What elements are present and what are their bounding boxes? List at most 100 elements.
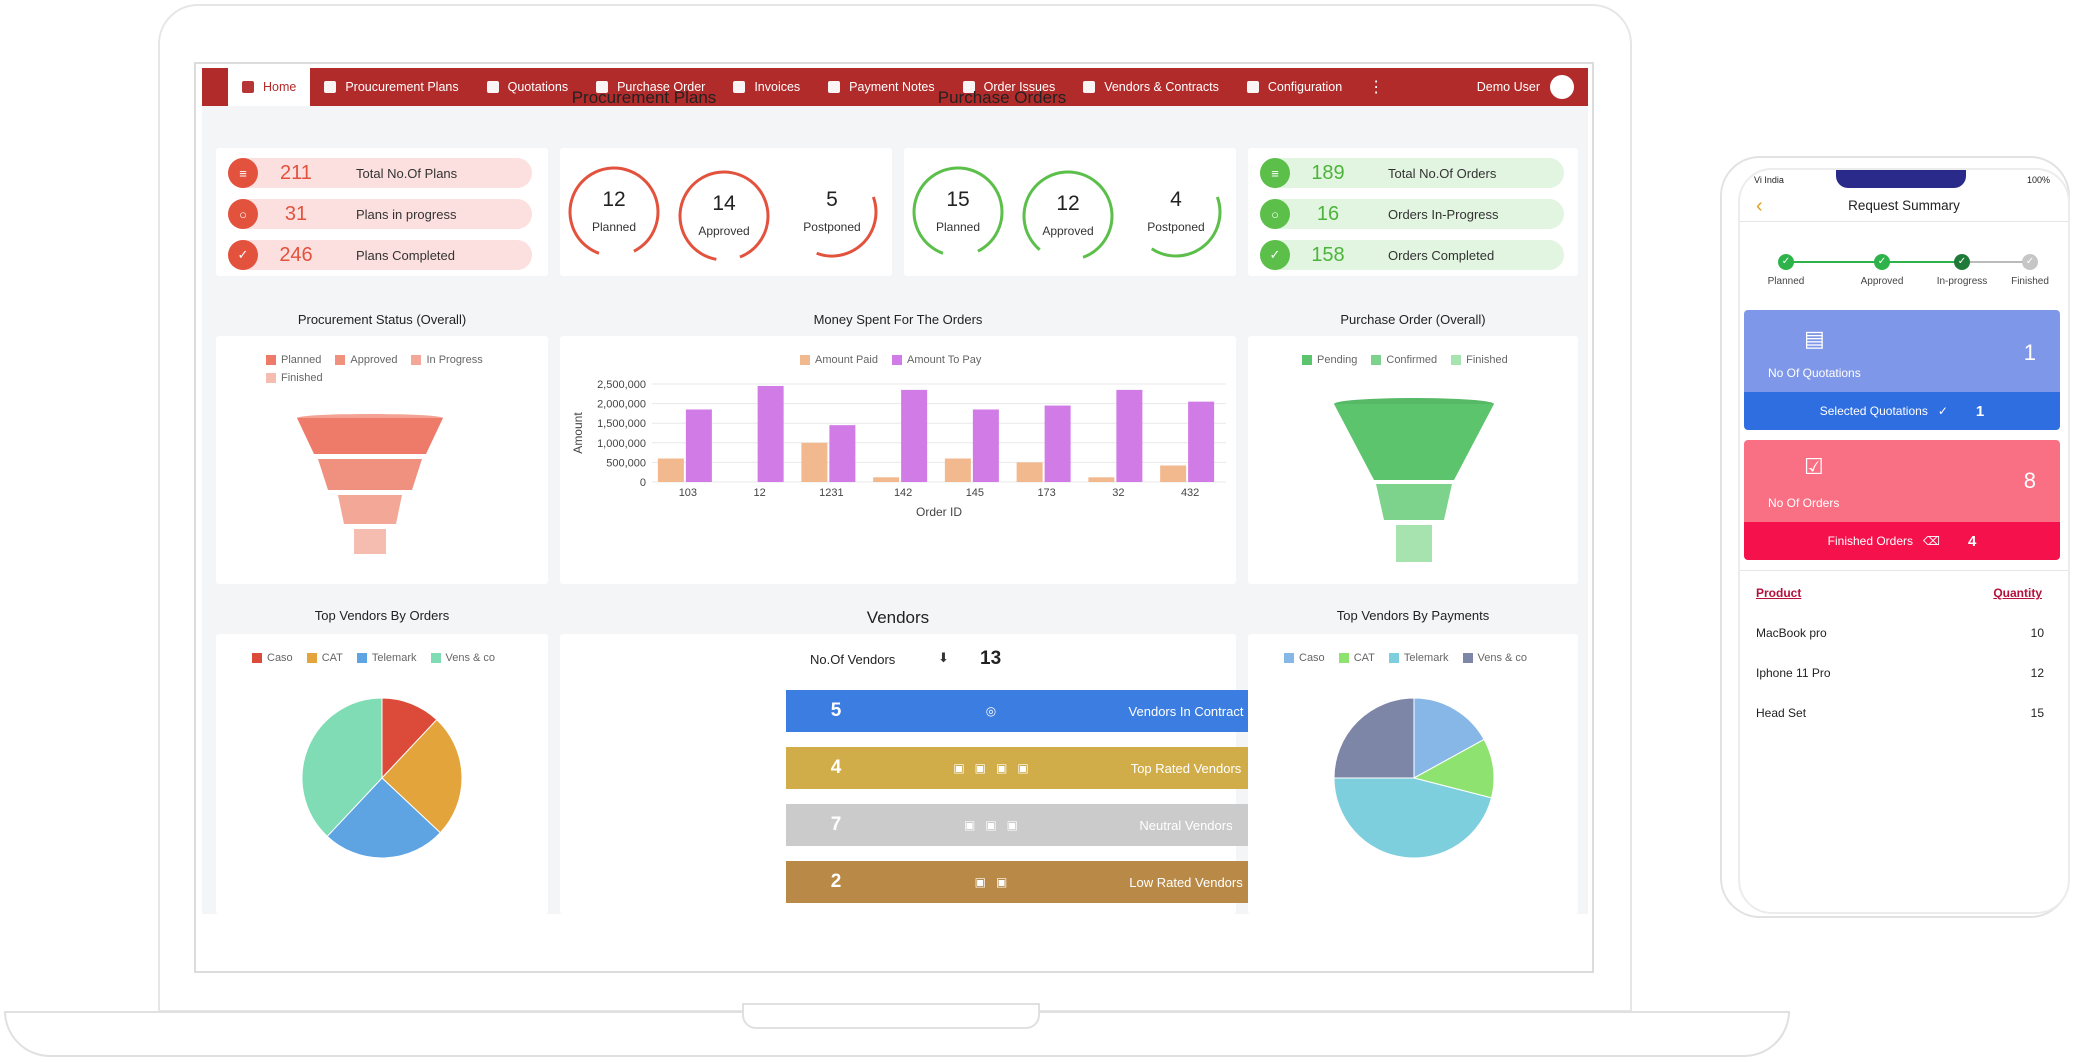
legend-item[interactable]: Caso — [252, 652, 293, 664]
nav-label: Quotations — [507, 80, 569, 94]
bar-amount-to-pay[interactable] — [757, 385, 784, 482]
table-row[interactable]: MacBook pro 10 — [1756, 626, 2044, 640]
nav-configuration[interactable]: Configuration — [1233, 68, 1356, 106]
pie-slice-caso[interactable] — [1413, 697, 1485, 779]
vendors-orders-legend: Caso CAT Telemark Vens & co — [252, 652, 495, 664]
kpi-total-plans: ≡ 211 Total No.Of Plans — [228, 158, 532, 188]
legend-label: Caso — [1299, 652, 1325, 664]
ring-label: Planned — [591, 220, 637, 234]
bar-amount-paid[interactable] — [657, 458, 684, 482]
bar-amount-to-pay[interactable] — [1188, 401, 1215, 482]
legend-item[interactable]: Finished — [1451, 354, 1508, 366]
pie-slice-caso[interactable] — [381, 697, 438, 780]
legend-item[interactable]: Vens & co — [430, 652, 495, 664]
pie-slice-telemark[interactable] — [1333, 777, 1493, 859]
bar-amount-to-pay[interactable] — [685, 409, 712, 482]
nav-quotations[interactable]: Quotations — [473, 68, 582, 106]
ring-label: Postponed — [1147, 220, 1205, 234]
orders-card[interactable]: ☑ No Of Orders 8 Finished Orders ⌫ 4 — [1744, 440, 2060, 560]
vendor-row-label: Top Rated Vendors — [1130, 760, 1242, 776]
step-label: Approved — [1860, 276, 1904, 287]
legend-item[interactable]: Vens & co — [1462, 652, 1527, 664]
more-menu-icon[interactable]: ⋮ — [1368, 79, 1385, 96]
legend-item[interactable]: CAT — [1338, 652, 1375, 664]
table-row[interactable]: Iphone 11 Pro 12 — [1756, 666, 2044, 680]
legend-item[interactable]: Confirmed — [1371, 354, 1437, 366]
quotations-card[interactable]: ▤ No Of Quotations 1 Selected Quotations… — [1744, 310, 2060, 430]
funnel-segment-pending[interactable] — [1334, 404, 1494, 480]
finished-orders-bar[interactable]: Finished Orders ⌫ 4 — [1744, 522, 2060, 560]
money-spent-title: Money Spent For The Orders — [813, 312, 983, 327]
pie-slice-vens-co[interactable] — [1333, 697, 1415, 779]
legend-item[interactable]: Caso — [1284, 652, 1325, 664]
bar-amount-paid[interactable] — [1088, 477, 1115, 482]
quotation-icon: ▤ — [1804, 326, 1825, 351]
legend-label: Amount Paid — [815, 354, 878, 366]
legend-item[interactable]: Amount Paid — [800, 354, 878, 366]
product-header[interactable]: Product — [1756, 586, 1802, 600]
user-menu[interactable]: Demo User — [1477, 68, 1574, 106]
legend-item[interactable]: Planned — [266, 354, 321, 366]
legend-item[interactable]: Pending — [1302, 354, 1357, 366]
nav-home[interactable]: Home — [228, 68, 311, 106]
pie-slice-cat[interactable] — [381, 718, 463, 834]
funnel-segment-planned[interactable] — [297, 418, 443, 454]
legend-item[interactable]: Approved — [335, 354, 397, 366]
nav-vendors-contracts[interactable]: Vendors & Contracts — [1069, 68, 1233, 106]
funnel-segment-confirmed[interactable] — [1376, 484, 1452, 520]
pie-slice-telemark[interactable] — [326, 777, 442, 859]
kpi-value: 31 — [284, 202, 308, 225]
bar-amount-to-pay[interactable] — [829, 425, 856, 482]
back-arrow-icon[interactable]: ‹ — [1756, 195, 1763, 217]
pie-slice-cat[interactable] — [1412, 738, 1495, 799]
ring-planned: 15 Planned — [910, 164, 1006, 260]
bar-amount-paid[interactable] — [944, 458, 971, 482]
vendor-count-value: 13 — [980, 648, 1002, 669]
pie-slice-vens-co[interactable] — [301, 697, 383, 838]
legend-item[interactable]: Telemark — [1388, 652, 1449, 664]
nav-order-issues[interactable]: Order Issues — [949, 68, 1070, 106]
nav-procurement-plans[interactable]: Proucurement Plans — [310, 68, 472, 106]
legend-item[interactable]: Telemark — [356, 652, 417, 664]
funnel-segment-in-progress[interactable] — [338, 495, 402, 524]
bar-amount-paid[interactable] — [801, 442, 828, 482]
kpi-value: 158 — [1311, 243, 1345, 266]
legend-item[interactable]: Finished — [266, 372, 323, 384]
bar-amount-to-pay[interactable] — [1044, 405, 1071, 482]
quantity-header[interactable]: Quantity — [1993, 586, 2042, 600]
phone-status-bar: Vi India 100% — [1740, 170, 2068, 190]
bar-amount-paid[interactable] — [1016, 462, 1043, 482]
bar-amount-paid[interactable] — [1160, 465, 1187, 482]
bar-amount-to-pay[interactable] — [1116, 389, 1143, 482]
vendors-payments-card: Caso CAT Telemark Vens & co — [1248, 634, 1578, 914]
nav-purchase-order[interactable]: Purchase Order — [582, 68, 719, 106]
legend-swatch — [335, 355, 346, 365]
step-check-icon: ✓ — [1778, 254, 1794, 270]
funnel-segment-finished[interactable] — [354, 529, 386, 554]
procurement-status-title: Procurement Status (Overall) — [297, 312, 467, 327]
bar-amount-paid[interactable] — [873, 477, 900, 482]
nav-label: Purchase Order — [617, 80, 706, 94]
vendor-row-value: 7 — [830, 814, 842, 835]
money-chart-legend: Amount Paid Amount To Pay — [800, 354, 981, 366]
quotations-label: No Of Quotations — [1768, 366, 1861, 380]
product-name: Iphone 11 Pro — [1756, 666, 1831, 680]
legend-item[interactable]: Amount To Pay — [891, 354, 981, 366]
bar-amount-to-pay[interactable] — [972, 409, 999, 482]
legend-swatch — [1462, 653, 1473, 663]
legend-item[interactable]: CAT — [306, 652, 343, 664]
selected-quotations-bar[interactable]: Selected Quotations ✓ 1 — [1744, 392, 2060, 430]
bar-amount-to-pay[interactable] — [901, 389, 928, 482]
funnel-segment-finished[interactable] — [1396, 525, 1432, 562]
legend-label: Planned — [281, 354, 322, 366]
nav-invoices[interactable]: Invoices — [719, 68, 814, 106]
nav-payment-notes[interactable]: Payment Notes — [814, 68, 948, 106]
kpi-value: 211 — [280, 161, 312, 184]
legend-label: In Progress — [426, 354, 483, 366]
table-row[interactable]: Head Set 15 — [1756, 706, 2044, 720]
kpi-label: Orders Completed — [1388, 247, 1495, 263]
ring-value: 14 — [712, 192, 736, 215]
download-icon[interactable]: ⬇ — [938, 650, 949, 665]
funnel-segment-approved[interactable] — [318, 459, 422, 490]
legend-item[interactable]: In Progress — [411, 354, 483, 366]
